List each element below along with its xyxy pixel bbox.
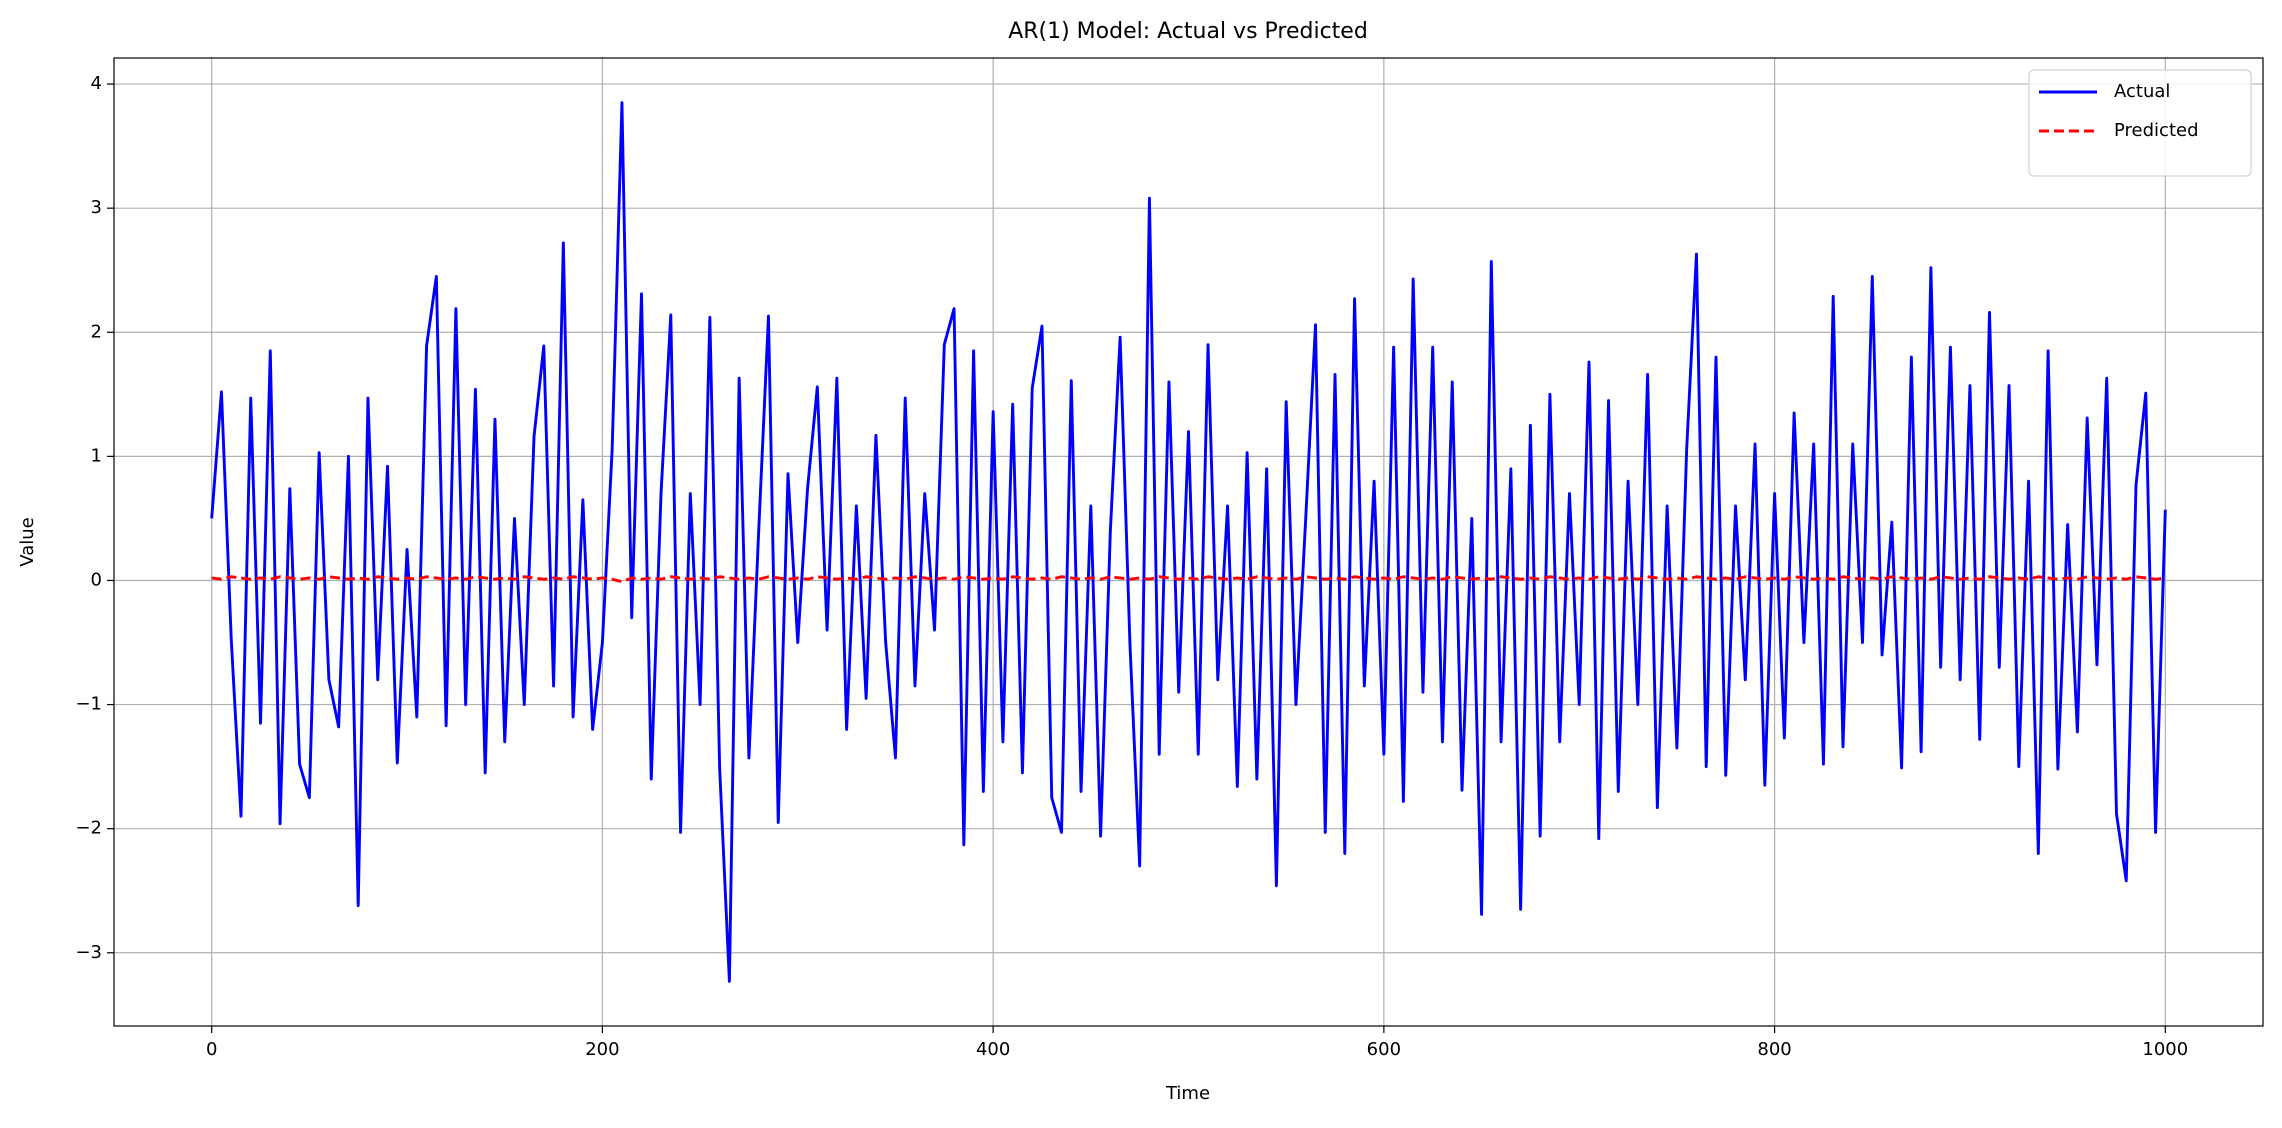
x-tick-label: 1000 [2142, 1039, 2188, 1060]
series-line [210, 101, 2167, 983]
y-tick-label: 1 [91, 445, 102, 466]
y-tick-label: 2 [91, 321, 102, 342]
x-tick-label: 0 [206, 1039, 217, 1060]
y-tick-label: −3 [75, 942, 102, 963]
y-tick-label: 0 [91, 569, 102, 590]
x-tick-label: 600 [1367, 1039, 1401, 1060]
y-tick-label: 3 [91, 197, 102, 218]
x-tick-label: 200 [585, 1039, 619, 1060]
y-axis-label: Value [17, 517, 38, 566]
y-tick-label: −2 [75, 818, 102, 839]
x-tick-label: 400 [976, 1039, 1010, 1060]
legend-label: Predicted [2114, 120, 2199, 141]
chart-title: AR(1) Model: Actual vs Predicted [1008, 19, 1368, 44]
plot-frame [113, 57, 2264, 1027]
x-tick-label: 800 [1757, 1039, 1791, 1060]
y-tick-label: −1 [75, 694, 102, 715]
legend-box [2028, 69, 2252, 177]
x-axis-label: Time [1165, 1083, 1210, 1104]
legend-label: Actual [2114, 81, 2170, 102]
y-tick-label: 4 [91, 73, 102, 94]
